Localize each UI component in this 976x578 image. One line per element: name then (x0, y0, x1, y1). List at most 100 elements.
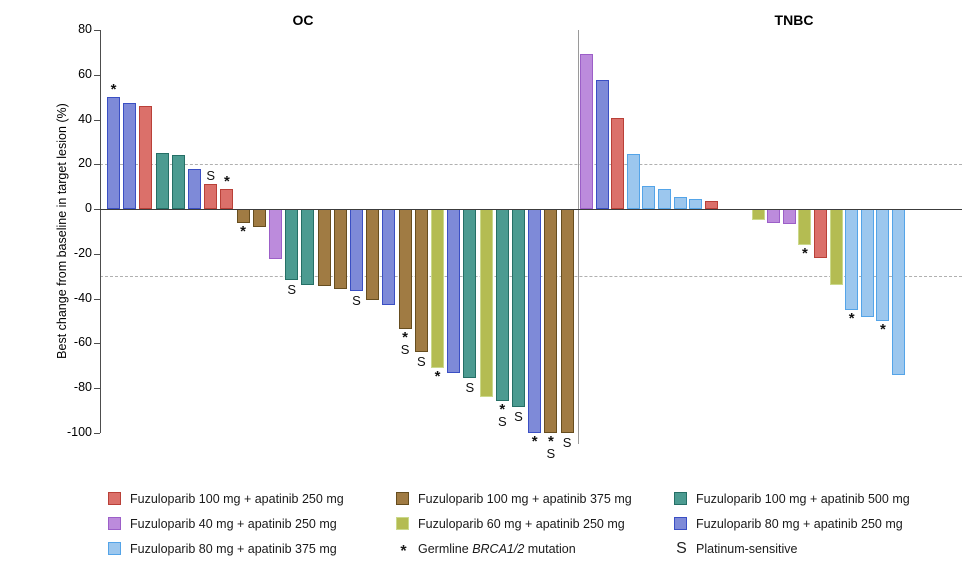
germline-mutation-marker: * (879, 321, 886, 339)
platinum-sensitive-marker: S (400, 341, 410, 357)
bar (431, 209, 444, 369)
legend-label: Fuzuloparib 100 mg + apatinib 250 mg (130, 491, 344, 506)
legend-label: Fuzuloparib 60 mg + apatinib 250 mg (418, 516, 625, 531)
germline-mutation-marker: * (434, 368, 441, 386)
bar (333, 209, 347, 289)
bar (658, 188, 671, 210)
platinum-sensitive-marker: S (497, 413, 507, 429)
platinum-sensitive-marker: S (206, 168, 216, 184)
bar-marker: * (97, 81, 130, 99)
bar (204, 184, 218, 210)
bar (673, 196, 687, 210)
bar (689, 199, 703, 210)
bar (580, 53, 593, 210)
y-axis-tick-label: -40 (73, 290, 92, 305)
bar (123, 102, 137, 210)
bar (285, 209, 299, 280)
y-axis-tick-label: 20 (78, 156, 92, 171)
bar (642, 185, 656, 210)
bar (317, 209, 331, 287)
platinum-sensitive-icon: S (676, 539, 687, 557)
legend-swatch-indigo (674, 517, 687, 530)
legend-item: Fuzuloparib 100 mg + apatinib 500 mg (674, 486, 910, 511)
legend-column-1: Fuzuloparib 100 mg + apatinib 250 mg Fuz… (108, 486, 344, 561)
germline-mutation-marker: * (110, 81, 117, 99)
bar (171, 155, 185, 210)
y-axis-tick-label: 40 (78, 111, 92, 126)
platinum-sensitive-marker: S (514, 409, 523, 425)
bar (767, 209, 781, 223)
bar-marker: * (518, 433, 551, 450)
bar (860, 209, 874, 317)
bar (301, 209, 315, 286)
bar (512, 209, 525, 408)
platinum-sensitive-marker: S (465, 380, 475, 396)
germline-mutation-marker: * (531, 433, 538, 450)
bar (892, 209, 905, 375)
y-axis-tick (94, 388, 100, 390)
bar (544, 209, 558, 433)
legend-label: Fuzuloparib 80 mg + apatinib 250 mg (696, 516, 903, 531)
bar-marker: * (421, 368, 454, 386)
bar (798, 209, 812, 245)
bar (704, 201, 718, 210)
legend-swatch-olive (396, 517, 409, 530)
bar-marker: S (340, 294, 373, 307)
legend-swatch-brown (396, 492, 409, 505)
bar (479, 209, 493, 398)
bar (560, 209, 574, 433)
y-axis-title: Best change from baseline in target lesi… (55, 103, 69, 359)
germline-mutation-marker: * (499, 400, 506, 418)
legend-item: S Platinum-sensitive (674, 536, 910, 561)
bar-marker: * S (486, 400, 519, 429)
bar (845, 209, 859, 310)
platinum-sensitive-marker: S (287, 281, 297, 297)
legend-item: Fuzuloparib 40 mg + apatinib 250 mg (108, 511, 344, 536)
bar-marker: S (194, 169, 227, 182)
bar (220, 188, 234, 210)
germline-mutation-marker: * (240, 222, 247, 240)
bar (236, 209, 250, 223)
bar (269, 209, 282, 260)
bar (876, 209, 890, 322)
bar (188, 168, 201, 210)
y-axis-tick-label: 80 (78, 22, 92, 36)
bar (447, 209, 461, 373)
bar (366, 209, 380, 300)
legend-label: Fuzuloparib 100 mg + apatinib 375 mg (418, 491, 632, 506)
bar-marker: * (788, 244, 821, 262)
bar (528, 209, 542, 433)
legend-swatch-purple (108, 517, 121, 530)
legend-column-2: Fuzuloparib 100 mg + apatinib 375 mg Fuz… (396, 486, 632, 561)
y-axis-tick-label: 60 (78, 66, 92, 81)
bar-marker: * (210, 174, 243, 189)
platinum-sensitive-marker: S (562, 435, 572, 450)
bar-marker: S (502, 410, 535, 423)
bar-marker: * (835, 311, 868, 326)
y-axis-tick (94, 30, 100, 31)
bar-marker: S (275, 283, 308, 296)
germline-mutation-marker: * (547, 433, 554, 450)
bar (814, 209, 827, 259)
legend-column-3: Fuzuloparib 100 mg + apatinib 500 mg Fuz… (674, 486, 910, 561)
legend-label-italic: BRCA1/2 (472, 541, 525, 556)
bar (626, 154, 640, 210)
platinum-sensitive-marker: S (546, 446, 556, 461)
bar-marker: S (405, 355, 438, 368)
bar (107, 97, 120, 210)
bar (155, 153, 169, 210)
bar (252, 209, 266, 228)
legend-label-part: mutation (524, 541, 576, 556)
bar (829, 209, 843, 286)
germline-mutation-marker: * (402, 328, 409, 346)
platinum-sensitive-marker: S (352, 292, 361, 308)
zero-line (100, 208, 962, 211)
legend-label: Fuzuloparib 100 mg + apatinib 500 mg (696, 491, 910, 506)
bar-marker: * S (534, 433, 567, 461)
germline-mutation-marker: * (801, 244, 808, 262)
y-axis-tick-label: -80 (73, 380, 92, 395)
y-axis-tick-label: -20 (73, 245, 92, 260)
legend-label: Germline BRCA1/2 mutation (418, 542, 576, 556)
y-axis-tick (94, 343, 100, 345)
